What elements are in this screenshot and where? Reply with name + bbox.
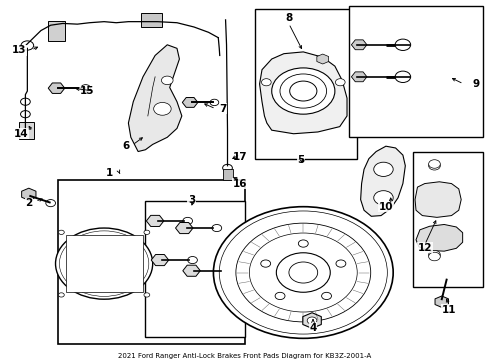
- Bar: [349, 6, 483, 137]
- Text: 16: 16: [233, 179, 247, 189]
- Text: 4: 4: [309, 323, 317, 333]
- Circle shape: [117, 278, 127, 285]
- Circle shape: [395, 71, 411, 82]
- Circle shape: [183, 217, 193, 225]
- Circle shape: [214, 207, 393, 338]
- Text: 17: 17: [233, 152, 247, 162]
- Polygon shape: [361, 146, 405, 216]
- Bar: [413, 152, 483, 287]
- Circle shape: [298, 240, 308, 247]
- Circle shape: [289, 262, 318, 283]
- Circle shape: [275, 292, 285, 300]
- Text: 2: 2: [25, 198, 32, 208]
- Bar: [19, 122, 34, 139]
- Circle shape: [212, 225, 221, 231]
- Circle shape: [321, 292, 332, 300]
- Circle shape: [222, 165, 232, 171]
- Circle shape: [290, 81, 317, 101]
- Circle shape: [144, 293, 150, 297]
- Polygon shape: [415, 182, 461, 217]
- Circle shape: [395, 39, 411, 50]
- Circle shape: [161, 76, 173, 85]
- Bar: [66, 235, 143, 292]
- Circle shape: [94, 256, 115, 271]
- Circle shape: [144, 230, 150, 234]
- Polygon shape: [416, 225, 463, 251]
- Text: 14: 14: [14, 129, 29, 139]
- Circle shape: [219, 211, 387, 334]
- Circle shape: [81, 85, 91, 92]
- Circle shape: [336, 79, 345, 86]
- Circle shape: [99, 238, 109, 245]
- Bar: [255, 9, 357, 159]
- Bar: [48, 21, 65, 41]
- Text: 2021 Ford Ranger Anti-Lock Brakes Front Pads Diagram for KB3Z-2001-A: 2021 Ford Ranger Anti-Lock Brakes Front …: [119, 353, 371, 359]
- Circle shape: [429, 252, 441, 261]
- Circle shape: [307, 317, 317, 324]
- Circle shape: [58, 293, 64, 297]
- Circle shape: [46, 199, 55, 207]
- Circle shape: [85, 249, 123, 278]
- Bar: [141, 13, 162, 27]
- Circle shape: [429, 160, 441, 168]
- Circle shape: [21, 98, 30, 105]
- Text: 10: 10: [379, 202, 393, 212]
- Text: 9: 9: [472, 79, 479, 89]
- Text: 5: 5: [297, 156, 304, 166]
- Circle shape: [128, 253, 138, 260]
- Text: 7: 7: [220, 104, 227, 114]
- Text: 8: 8: [285, 13, 293, 23]
- Text: 6: 6: [122, 141, 129, 151]
- Text: 1: 1: [105, 168, 113, 178]
- Circle shape: [374, 191, 393, 205]
- Circle shape: [272, 68, 335, 114]
- Circle shape: [71, 253, 80, 260]
- Circle shape: [249, 233, 357, 312]
- Text: 11: 11: [442, 305, 456, 315]
- Bar: [223, 169, 233, 180]
- Text: 13: 13: [12, 45, 26, 55]
- Circle shape: [236, 223, 371, 322]
- Circle shape: [374, 162, 393, 176]
- Circle shape: [81, 278, 91, 285]
- Circle shape: [55, 228, 153, 299]
- Circle shape: [219, 267, 229, 274]
- Circle shape: [276, 253, 330, 292]
- Circle shape: [59, 231, 149, 296]
- Circle shape: [429, 162, 441, 170]
- Polygon shape: [260, 52, 347, 134]
- Circle shape: [21, 111, 30, 118]
- Circle shape: [154, 103, 171, 115]
- Circle shape: [336, 260, 346, 267]
- Circle shape: [58, 230, 64, 234]
- Circle shape: [262, 79, 271, 86]
- Text: 3: 3: [188, 194, 195, 204]
- Bar: [146, 201, 245, 337]
- Text: 15: 15: [80, 86, 95, 96]
- Circle shape: [188, 257, 197, 264]
- Circle shape: [210, 99, 219, 105]
- Text: 12: 12: [417, 243, 432, 253]
- Bar: [58, 180, 245, 344]
- Circle shape: [280, 74, 327, 108]
- Circle shape: [261, 260, 270, 267]
- Polygon shape: [128, 45, 182, 152]
- Circle shape: [429, 251, 441, 259]
- Circle shape: [21, 41, 34, 50]
